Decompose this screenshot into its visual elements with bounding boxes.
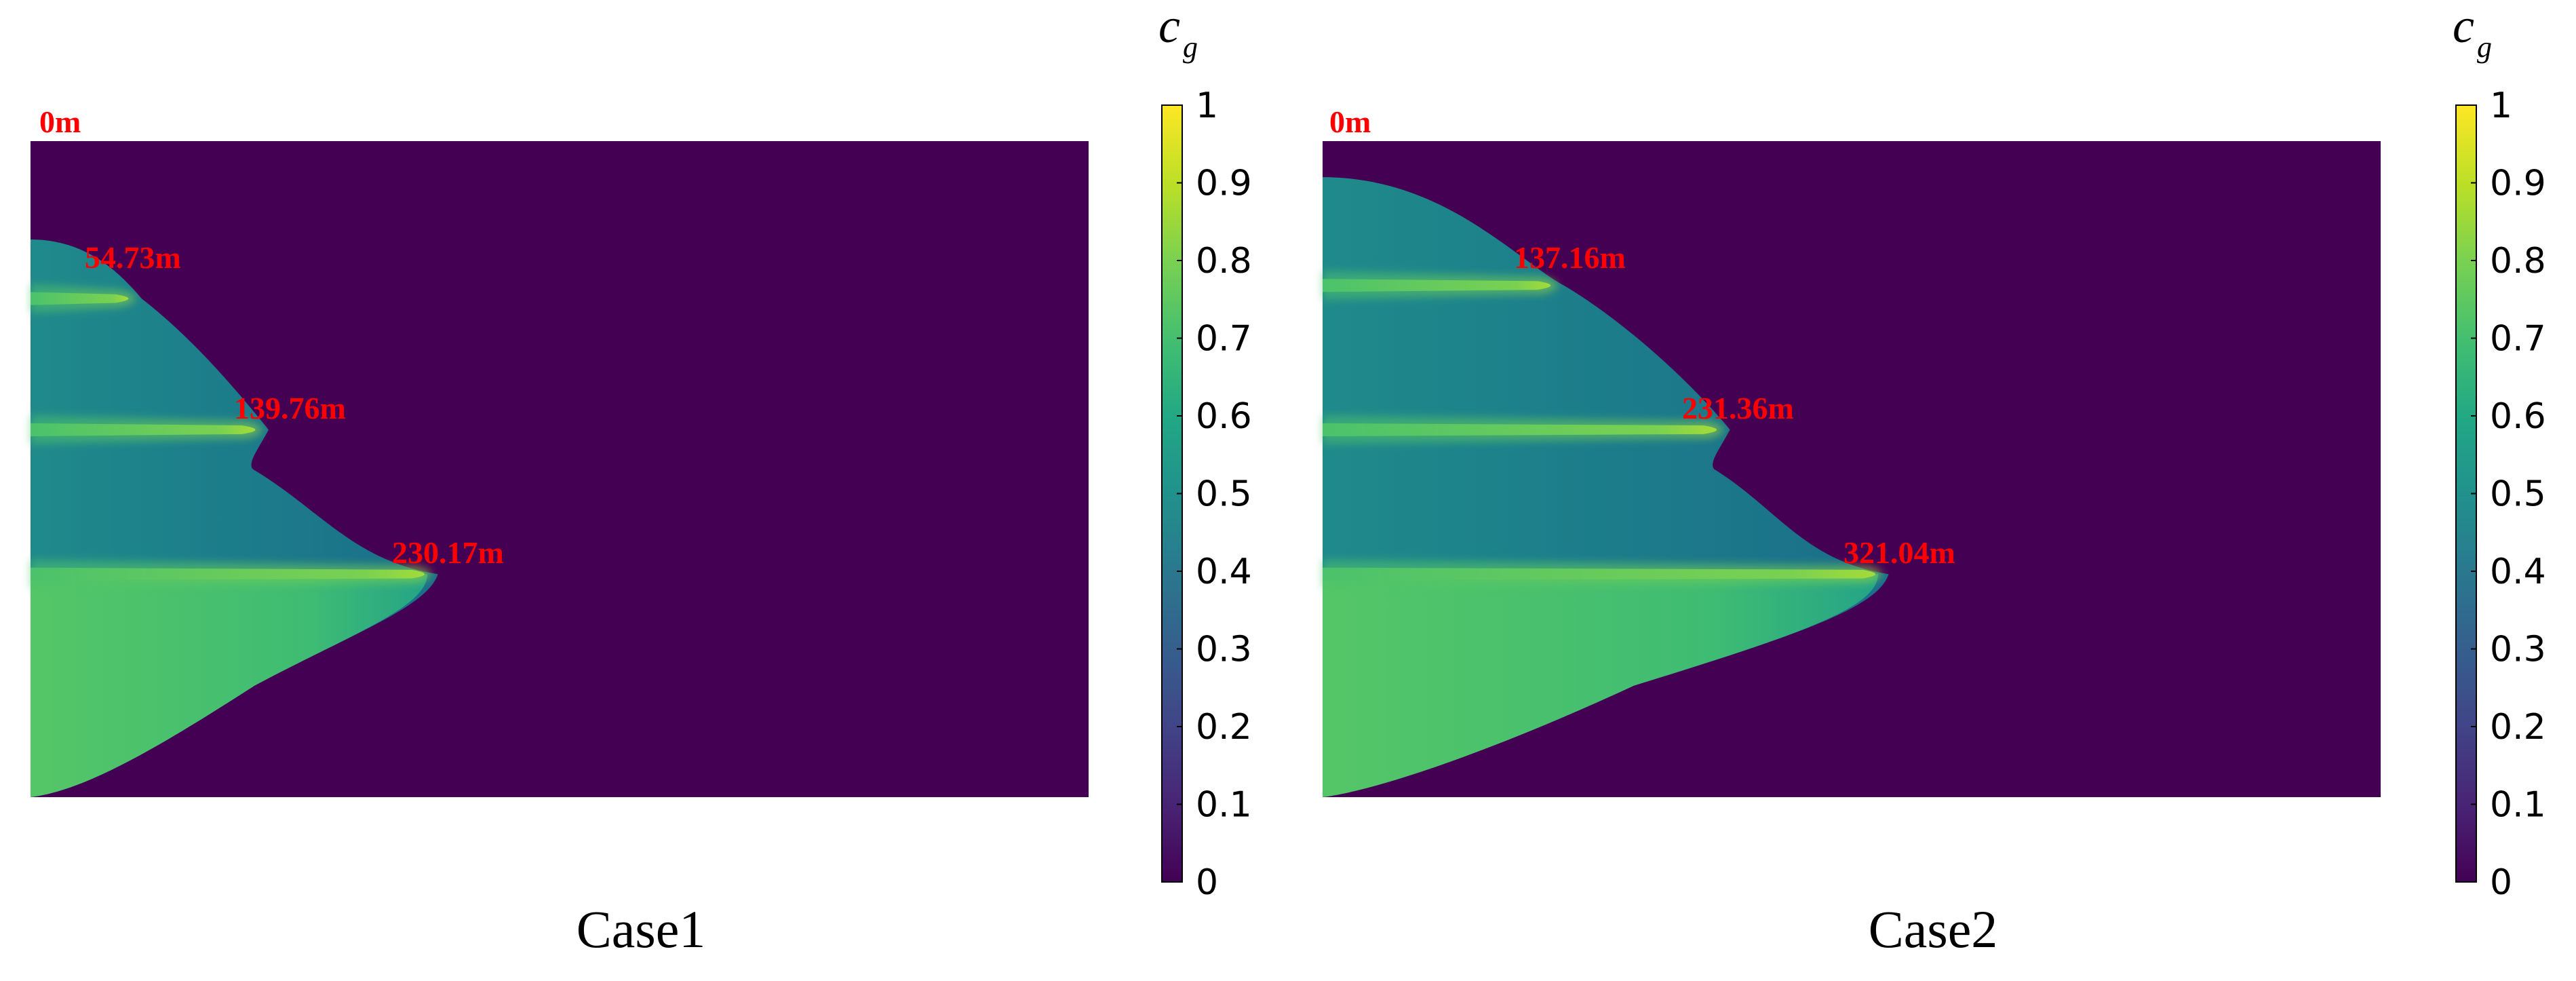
colorbar-tick-label: 0.4 bbox=[2490, 552, 2546, 592]
colorbar-tick-label: 0.8 bbox=[1196, 241, 1252, 282]
colorbar-title: c bbox=[1158, 0, 1180, 53]
colorbar-tick-label: 0.5 bbox=[1196, 474, 1252, 515]
front-label-2: 231.36m bbox=[1682, 391, 1794, 425]
colorbar-tick-label: 0 bbox=[1196, 862, 1218, 903]
panel-title-1: Case1 bbox=[577, 900, 706, 959]
front-label-3: 321.04m bbox=[1843, 535, 1955, 570]
colorbar-tick-label: 0.9 bbox=[2490, 164, 2546, 204]
colorbar-tick-label: 0.1 bbox=[2490, 785, 2546, 826]
colorbar-tick-label: 0.6 bbox=[1196, 396, 1252, 437]
front-stripe-3 bbox=[1323, 567, 1876, 581]
colorbar-tick-label: 0.1 bbox=[1196, 785, 1252, 826]
front-stripe-3 bbox=[31, 567, 425, 581]
panel-title-2: Case2 bbox=[1869, 900, 1998, 959]
colorbar-tick-label: 0.9 bbox=[1196, 164, 1252, 204]
colorbar-title: c bbox=[2453, 0, 2474, 53]
colorbar-tick-label: 0.4 bbox=[1196, 552, 1252, 592]
colorbar-1: 0 0.1 0.2 0.3 0.4 0.5 0.6 0.7 0.8 0.9 1c g bbox=[1158, 0, 1252, 903]
colorbar-tick-label: 0.6 bbox=[2490, 396, 2546, 437]
colorbar-tick-label: 0.5 bbox=[2490, 474, 2546, 515]
bottom-high-zone bbox=[1323, 574, 1878, 797]
colorbar-tick-label: 0.7 bbox=[2490, 319, 2546, 360]
heatmap-panel-2: 0m 137.16m 231.36m 321.04m bbox=[1323, 104, 2381, 797]
heatmap-panel-1: 0m 54.73m 139.76m 230.17m bbox=[31, 104, 1089, 797]
colorbar-tick-label: 0.2 bbox=[2490, 707, 2546, 748]
colorbar-title-subscript: g bbox=[1183, 31, 1198, 64]
colorbar-2: 0 0.1 0.2 0.3 0.4 0.5 0.6 0.7 0.8 0.9 1c g bbox=[2453, 0, 2546, 903]
colorbar-title-subscript: g bbox=[2477, 31, 2492, 64]
colorbar-tick-label: 0.7 bbox=[1196, 319, 1252, 360]
front-label-0: 0m bbox=[1329, 104, 1371, 139]
front-stripe-1 bbox=[31, 292, 129, 305]
bottom-high-zone bbox=[31, 574, 427, 797]
colorbar-tick-label: 0.3 bbox=[2490, 630, 2546, 670]
colorbar-tick-label: 0.8 bbox=[2490, 241, 2546, 282]
front-stripe-2 bbox=[31, 423, 256, 437]
colorbar-tick-label: 1 bbox=[2490, 85, 2512, 126]
front-stripe-1 bbox=[1323, 279, 1551, 292]
front-label-1: 54.73m bbox=[85, 240, 181, 275]
front-stripe-2 bbox=[1323, 423, 1717, 437]
front-label-3: 230.17m bbox=[392, 535, 504, 570]
colorbar-tick-label: 0 bbox=[2490, 862, 2512, 903]
front-label-1: 137.16m bbox=[1514, 240, 1626, 275]
colorbar-tick-label: 1 bbox=[1196, 85, 1218, 126]
colorbar-tick-label: 0.3 bbox=[1196, 630, 1252, 670]
front-label-0: 0m bbox=[39, 104, 81, 139]
front-label-2: 139.76m bbox=[234, 391, 346, 425]
colorbar-tick-label: 0.2 bbox=[1196, 707, 1252, 748]
